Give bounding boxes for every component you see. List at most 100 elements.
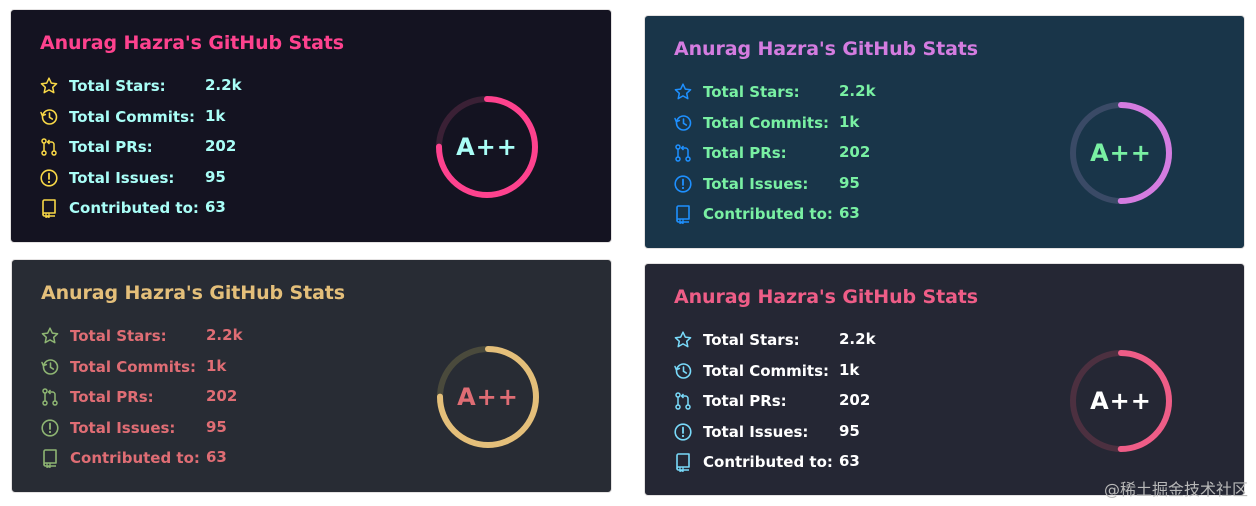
stat-row: Total Commits: — [673, 111, 829, 135]
stat-row: Total PRs: — [39, 135, 153, 159]
stat-row: Total PRs: — [40, 385, 154, 409]
history-icon — [673, 113, 693, 133]
stat-label: Total Issues: — [703, 422, 809, 441]
rank-grade: A++ — [456, 133, 518, 161]
rank-grade: A++ — [1090, 387, 1152, 415]
stat-label: Total Stars: — [69, 77, 166, 95]
github-stats-card: Anurag Hazra's GitHub Stats Total Stars:… — [10, 9, 612, 243]
stat-label: Contributed to: — [703, 205, 833, 223]
stat-value: 63 — [205, 198, 226, 216]
rank-circle: A++ — [433, 342, 543, 452]
stat-row: Total Stars: — [40, 324, 167, 348]
stat-label: Total PRs: — [703, 392, 787, 410]
repo-icon — [673, 452, 693, 472]
stat-value: 63 — [206, 448, 227, 466]
pull-request-icon — [673, 391, 693, 411]
rank-circle: A++ — [432, 92, 542, 202]
stat-label: Total Commits: — [703, 113, 830, 132]
stat-row: Total Issues: — [673, 420, 808, 444]
stat-value: 2.2k — [839, 330, 876, 348]
stat-row: Total Stars: — [39, 74, 166, 98]
issue-icon — [40, 418, 60, 438]
stat-value: 63 — [839, 204, 860, 222]
repo-icon — [40, 448, 60, 468]
history-icon — [673, 361, 693, 381]
card-title: Anurag Hazra's GitHub Stats — [674, 38, 978, 60]
star-icon — [673, 330, 693, 350]
github-stats-card: Anurag Hazra's GitHub Stats Total Stars:… — [11, 259, 612, 493]
rank-ring — [436, 96, 538, 198]
stat-label: Total PRs: — [70, 388, 154, 406]
stat-value: 95 — [839, 421, 860, 440]
stat-value: 1k — [839, 360, 860, 379]
stat-value: 95 — [205, 167, 226, 186]
stat-value: 202 — [839, 391, 871, 409]
stat-row: Contributed to: — [673, 202, 833, 226]
github-stats-card: Anurag Hazra's GitHub Stats Total Stars:… — [644, 15, 1245, 249]
stat-value: 202 — [206, 387, 238, 405]
stat-label: Total Issues: — [69, 168, 175, 187]
stat-value: 2.2k — [205, 76, 242, 94]
issue-icon — [39, 168, 59, 188]
stat-label: Contributed to: — [69, 199, 199, 217]
issue-icon — [673, 422, 693, 442]
history-icon — [40, 357, 60, 377]
rank-circle: A++ — [1066, 346, 1176, 456]
star-icon — [39, 76, 59, 96]
stat-label: Total Stars: — [703, 83, 800, 101]
issue-icon — [673, 174, 693, 194]
rank-ring — [1070, 102, 1172, 204]
stat-value: 1k — [205, 106, 226, 125]
stat-label: Total Stars: — [70, 327, 167, 345]
stat-row: Total Commits: — [40, 355, 196, 379]
stat-value: 1k — [206, 356, 227, 375]
stat-row: Contributed to: — [673, 450, 833, 474]
stat-value: 202 — [205, 137, 237, 155]
stat-row: Total Issues: — [40, 416, 175, 440]
stat-row: Total Stars: — [673, 80, 800, 104]
stat-value: 1k — [839, 112, 860, 131]
stat-value: 95 — [839, 173, 860, 192]
history-icon — [39, 107, 59, 127]
stat-row: Contributed to: — [40, 446, 200, 470]
stat-label: Total Commits: — [703, 361, 830, 380]
card-title: Anurag Hazra's GitHub Stats — [674, 286, 978, 308]
stat-label: Total Stars: — [703, 331, 800, 349]
stat-row: Total Issues: — [673, 172, 808, 196]
stat-label: Total Issues: — [70, 418, 176, 437]
stat-value: 95 — [206, 417, 227, 436]
stat-label: Total PRs: — [703, 144, 787, 162]
stat-label: Total Issues: — [703, 174, 809, 193]
stat-row: Total Commits: — [673, 359, 829, 383]
stat-label: Total Commits: — [69, 107, 196, 126]
stat-row: Total Issues: — [39, 166, 174, 190]
stat-label: Contributed to: — [703, 453, 833, 471]
pull-request-icon — [39, 137, 59, 157]
stat-value: 202 — [839, 143, 871, 161]
star-icon — [673, 82, 693, 102]
github-stats-card: Anurag Hazra's GitHub Stats Total Stars:… — [644, 263, 1245, 496]
pull-request-icon — [673, 143, 693, 163]
watermark: @稀土掘金技术社区 — [1103, 480, 1248, 499]
rank-ring — [437, 346, 539, 448]
stat-label: Contributed to: — [70, 449, 200, 467]
stat-value: 2.2k — [206, 326, 243, 344]
stat-row: Contributed to: — [39, 196, 199, 220]
repo-icon — [39, 198, 59, 218]
card-title: Anurag Hazra's GitHub Stats — [40, 32, 344, 54]
rank-grade: A++ — [457, 383, 519, 411]
stat-row: Total PRs: — [673, 141, 787, 165]
rank-circle: A++ — [1066, 98, 1176, 208]
stat-value: 2.2k — [839, 82, 876, 100]
repo-icon — [673, 204, 693, 224]
pull-request-icon — [40, 387, 60, 407]
stat-row: Total PRs: — [673, 389, 787, 413]
stat-label: Total PRs: — [69, 138, 153, 156]
rank-grade: A++ — [1090, 139, 1152, 167]
card-title: Anurag Hazra's GitHub Stats — [41, 282, 345, 304]
star-icon — [40, 326, 60, 346]
stat-label: Total Commits: — [70, 357, 197, 376]
rank-ring — [1070, 350, 1172, 452]
stat-row: Total Stars: — [673, 328, 800, 352]
stat-value: 63 — [839, 452, 860, 470]
